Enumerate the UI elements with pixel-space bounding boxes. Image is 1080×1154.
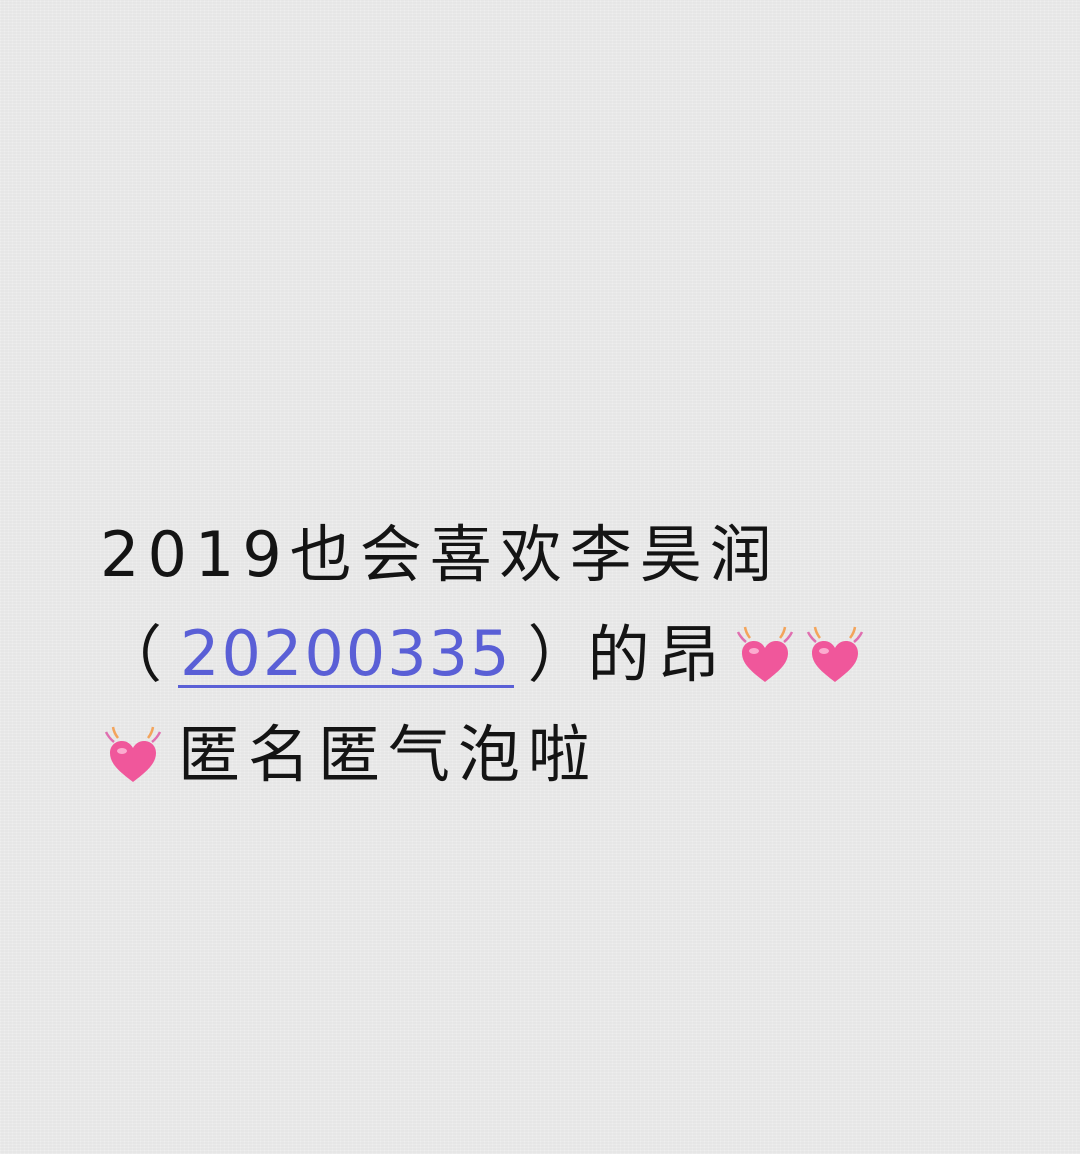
note-line-3: 匿名匿气泡啦 <box>100 705 1000 805</box>
number-link[interactable]: 20200335 <box>178 616 514 690</box>
open-paren: （ <box>100 618 171 691</box>
note-text-block: 2019也会喜欢李昊润 （ 20200335 ） 的昂 <box>100 505 1000 805</box>
beating-heart-icon <box>100 722 166 788</box>
close-paren: ） <box>527 618 598 691</box>
note-line-2-suffix: 的昂 <box>587 618 728 691</box>
beating-heart-icon <box>802 622 868 688</box>
note-line-1-text: 2019也会喜欢李昊润 <box>100 518 780 591</box>
beating-heart-icon <box>732 622 798 688</box>
note-line-1: 2019也会喜欢李昊润 <box>100 505 1000 605</box>
note-line-3-text: 匿名匿气泡啦 <box>178 718 599 791</box>
note-line-2: （ 20200335 ） 的昂 <box>100 605 1000 705</box>
